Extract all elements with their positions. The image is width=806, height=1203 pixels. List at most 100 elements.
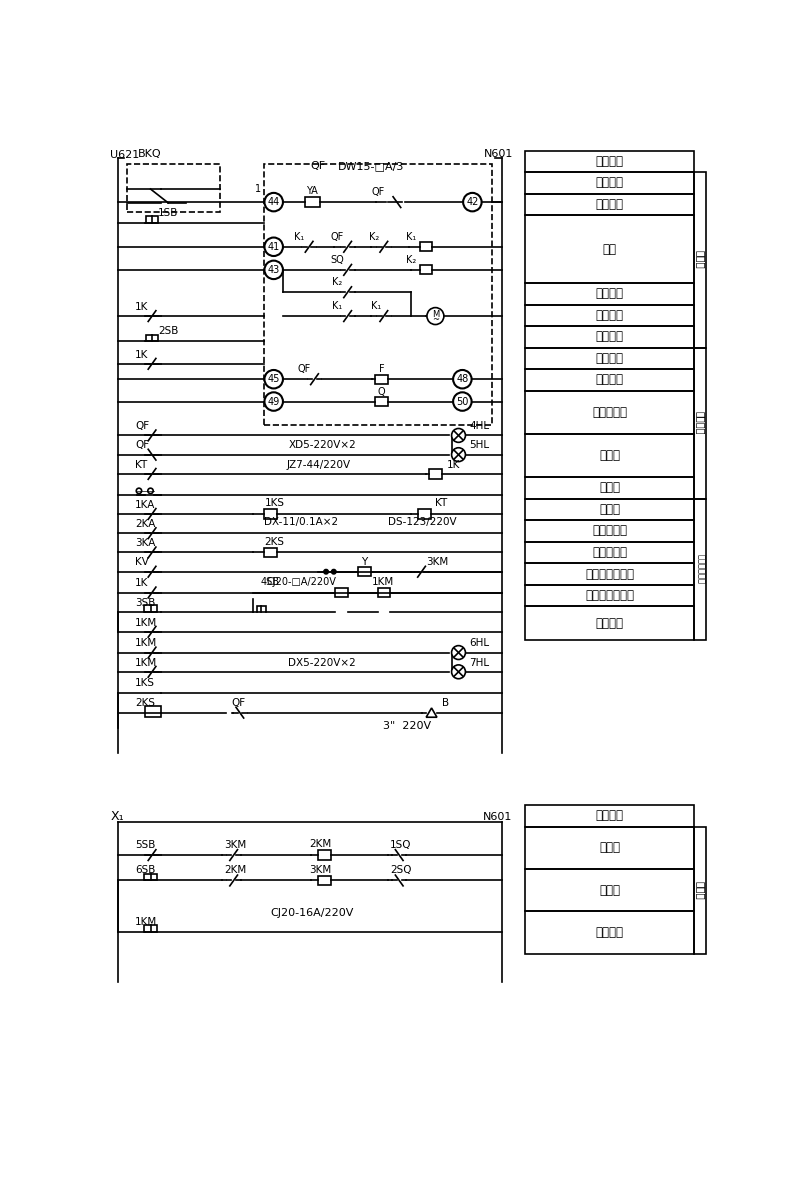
Text: 50: 50 (456, 397, 468, 407)
Text: 减负荷: 减负荷 (599, 884, 620, 896)
Text: 过电流: 过电流 (599, 449, 620, 462)
Text: 装笼监: 装笼监 (696, 250, 705, 269)
Text: M: M (432, 310, 439, 319)
Bar (525, 478, 694, 498)
Text: 1KM: 1KM (135, 617, 157, 628)
Text: K₂: K₂ (405, 255, 416, 265)
Text: 增负荷: 增负荷 (599, 841, 620, 854)
Text: 分闸指示: 分闸指示 (596, 373, 623, 386)
Bar (694, 826, 706, 954)
Text: ~: ~ (432, 315, 439, 324)
Circle shape (427, 308, 444, 325)
Bar (146, 334, 158, 342)
Bar (376, 374, 388, 384)
Text: KT: KT (435, 498, 447, 508)
Circle shape (453, 392, 472, 410)
Bar (525, 805, 694, 826)
Bar (525, 869, 694, 912)
Circle shape (331, 569, 336, 574)
Text: 41: 41 (268, 242, 280, 251)
Circle shape (264, 371, 283, 389)
Text: 3KM: 3KM (310, 865, 331, 875)
Bar (420, 242, 432, 251)
Text: 7HL: 7HL (469, 658, 489, 668)
Bar (525, 172, 694, 194)
Bar (318, 876, 330, 885)
Bar (525, 563, 694, 585)
Text: 事故音响: 事故音响 (596, 617, 623, 630)
Bar (525, 541, 694, 563)
Circle shape (264, 392, 283, 410)
Text: 3KM: 3KM (224, 840, 247, 851)
Text: 1KM: 1KM (135, 639, 157, 648)
Circle shape (264, 192, 283, 212)
Text: 1KM: 1KM (135, 658, 157, 668)
Text: 2SQ: 2SQ (390, 865, 412, 876)
Text: 2SB: 2SB (158, 326, 179, 337)
Bar (694, 498, 706, 640)
Circle shape (451, 448, 465, 462)
Bar (525, 150, 694, 172)
Text: 调速器: 调速器 (696, 881, 705, 900)
Circle shape (451, 665, 465, 678)
Text: 1K: 1K (135, 579, 148, 588)
Text: K₂: K₂ (333, 277, 343, 288)
Text: 43: 43 (268, 265, 280, 274)
Circle shape (463, 192, 482, 212)
Bar (525, 826, 694, 869)
Text: K₁: K₁ (405, 232, 416, 242)
Text: QF: QF (371, 188, 384, 197)
Text: Y: Y (361, 557, 368, 567)
Text: 4HL: 4HL (469, 421, 489, 431)
Bar (525, 326, 694, 348)
Circle shape (264, 237, 283, 256)
Text: 2KS: 2KS (264, 537, 285, 546)
Bar (264, 164, 492, 426)
Text: QF: QF (231, 698, 246, 707)
Text: 4SB: 4SB (260, 577, 280, 587)
Bar (525, 348, 694, 369)
Bar (525, 369, 694, 391)
Text: 欠压脱手: 欠压脱手 (596, 331, 623, 343)
Text: 水电阵切除: 水电阵切除 (592, 546, 627, 559)
Text: 2KM: 2KM (310, 840, 331, 849)
Text: 49: 49 (268, 397, 280, 407)
Text: 控制电源: 控制电源 (596, 810, 623, 823)
Bar (525, 283, 694, 304)
Text: 45: 45 (268, 374, 280, 384)
Text: 1KS: 1KS (135, 678, 155, 688)
Text: K₁: K₁ (371, 301, 381, 312)
Text: 5SB: 5SB (135, 840, 156, 851)
Text: 自动合闸: 自动合闸 (596, 177, 623, 189)
Bar (145, 706, 160, 717)
Bar (146, 217, 158, 223)
Text: 1KA: 1KA (135, 499, 156, 510)
Bar (525, 606, 694, 640)
Text: N601: N601 (484, 149, 513, 159)
Bar (257, 605, 266, 612)
Text: K₁: K₁ (294, 232, 304, 242)
Text: 水电阵切除指示: 水电阵切除指示 (585, 589, 634, 602)
Bar (525, 304, 694, 326)
Text: 3"  220V: 3" 220V (383, 722, 431, 731)
Bar (264, 547, 276, 557)
Bar (376, 397, 388, 407)
Text: 事故停机: 事故停机 (596, 926, 623, 940)
Bar (127, 165, 220, 212)
Text: KT: KT (135, 460, 147, 469)
Bar (525, 498, 694, 520)
Text: 1KS: 1KS (264, 498, 285, 508)
Bar (335, 588, 347, 597)
Text: QF: QF (135, 440, 149, 450)
Text: 1K: 1K (135, 350, 148, 360)
Text: 信号及水电阵: 信号及水电阵 (696, 555, 704, 585)
Bar (430, 469, 442, 479)
Text: Q: Q (378, 386, 385, 397)
Text: 6SB: 6SB (135, 865, 156, 876)
Bar (525, 215, 694, 283)
Text: DW15-□A/3: DW15-□A/3 (338, 161, 404, 171)
Text: 折向器: 折向器 (599, 503, 620, 516)
Text: QF: QF (298, 365, 311, 374)
Text: KV: KV (135, 557, 149, 568)
Text: BKQ: BKQ (137, 149, 161, 159)
